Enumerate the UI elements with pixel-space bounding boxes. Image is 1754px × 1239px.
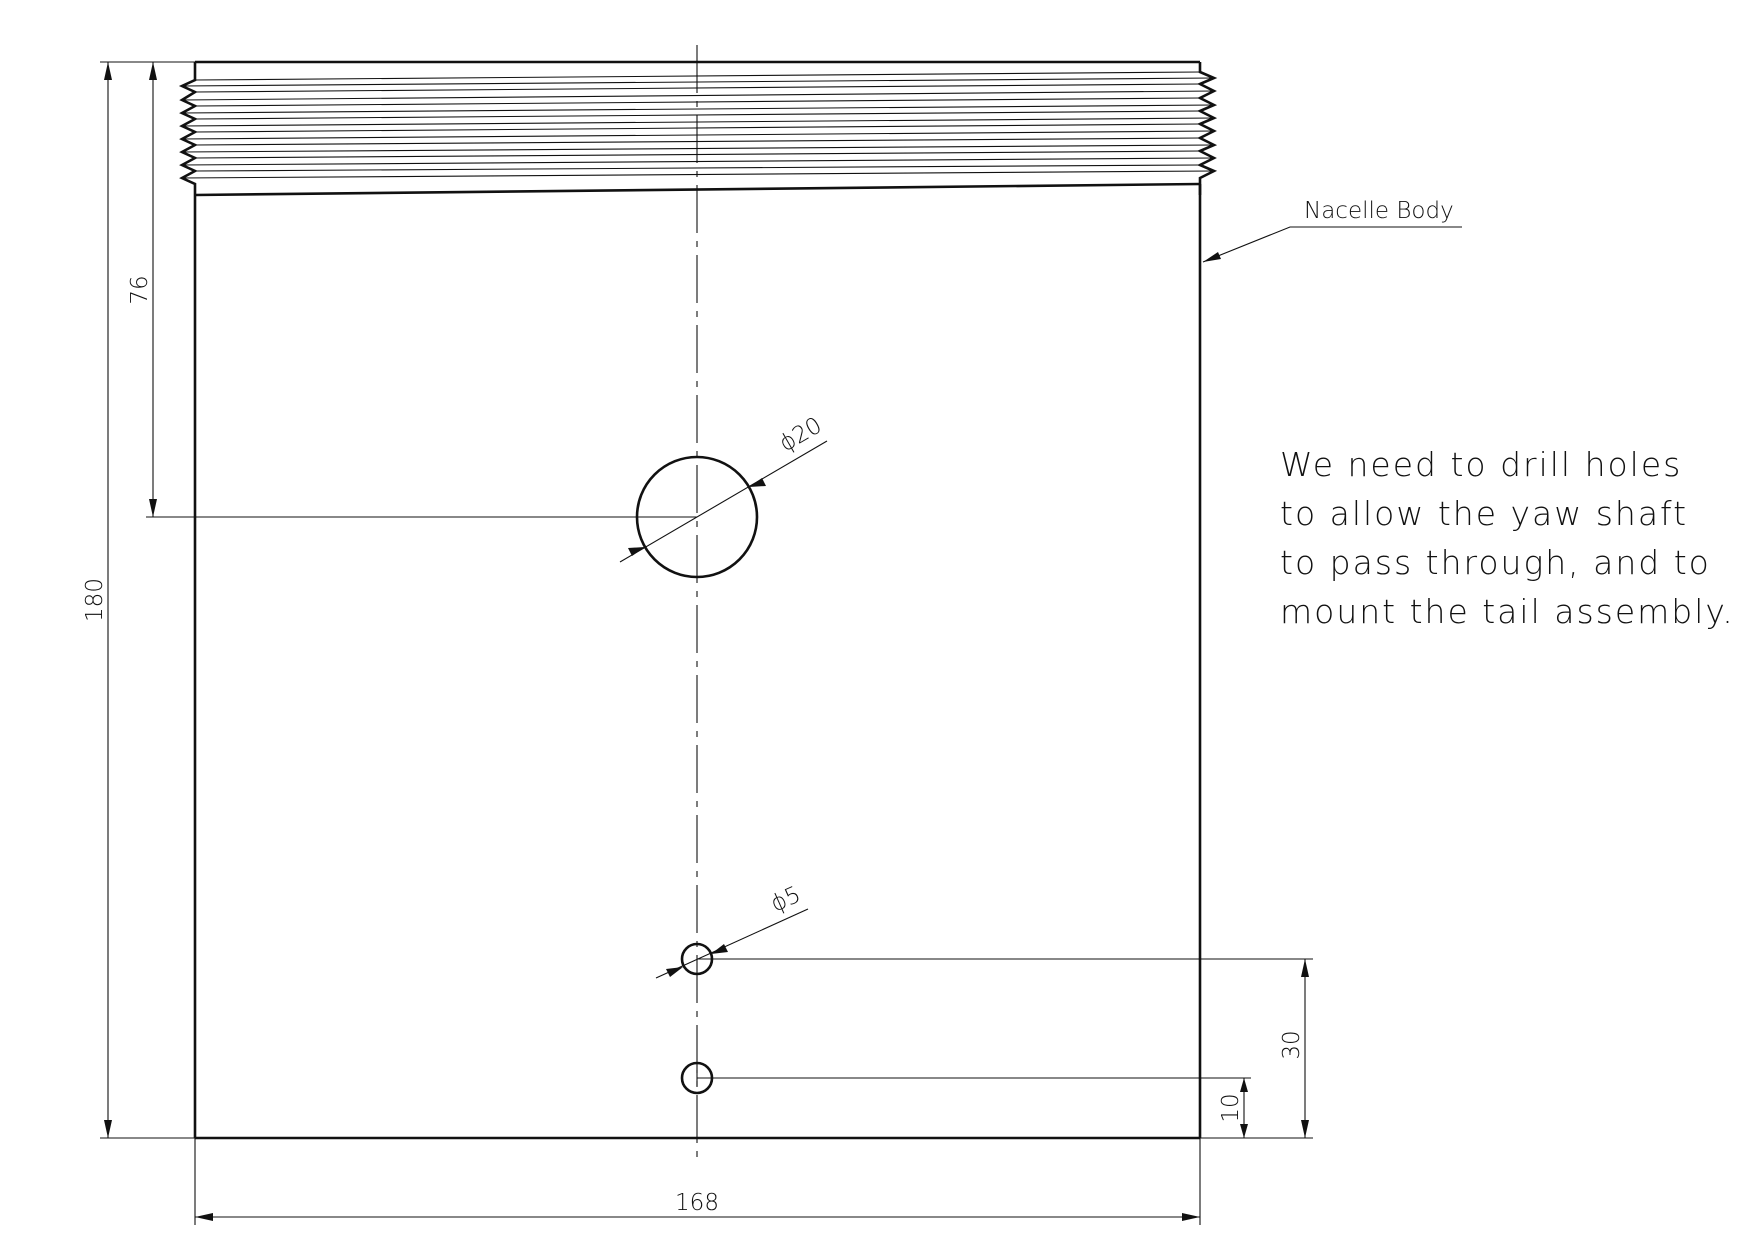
part-label: Nacelle Body [1304, 198, 1454, 224]
dimension-text-phi20: ϕ20 [775, 412, 826, 457]
note-line-4: mount the tail assembly. [1280, 592, 1735, 631]
dimension-small-hole-diameter: ϕ5 [655, 882, 809, 979]
dimension-text-10: 10 [1218, 1093, 1244, 1122]
part-label-leader: Nacelle Body [1202, 198, 1462, 263]
dimension-text-76: 76 [127, 275, 153, 304]
dimension-text-30: 30 [1279, 1030, 1305, 1059]
dimension-hole-center-from-top: 76 [127, 61, 697, 518]
dimension-overall-height: 180 [82, 61, 195, 1139]
note-line-3: to pass through, and to [1280, 543, 1711, 582]
thread-section [178, 60, 1218, 197]
dimension-text-168: 168 [675, 1190, 719, 1216]
drawing-note: We need to drill holes to allow the yaw … [1280, 440, 1740, 636]
dimension-text-180: 180 [82, 578, 108, 622]
dimension-text-phi5: ϕ5 [767, 882, 805, 918]
note-line-1: We need to drill holes [1280, 445, 1683, 484]
dimension-lower-hole-from-bottom: 10 [697, 1077, 1251, 1138]
dimension-large-hole-diameter: ϕ20 [619, 412, 828, 563]
dimension-overall-width: 168 [194, 1138, 1201, 1225]
note-line-2: to allow the yaw shaft [1280, 494, 1689, 533]
dimension-upper-hole-from-bottom: 30 [697, 958, 1313, 1139]
